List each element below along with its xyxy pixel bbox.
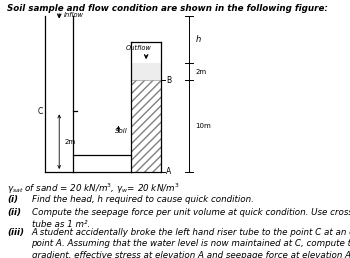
Text: C: C [37,107,43,116]
Text: 2m: 2m [64,139,75,145]
Text: Soil sample and flow condition are shown in the following figure:: Soil sample and flow condition are shown… [7,4,328,13]
Text: Compute the seepage force per unit volume at quick condition. Use cross-section : Compute the seepage force per unit volum… [32,208,350,217]
Text: (iii): (iii) [7,228,24,237]
Text: Inflow: Inflow [64,12,84,18]
Text: 2m: 2m [195,69,206,75]
Text: Find the head, h required to cause quick condition.: Find the head, h required to cause quick… [32,195,253,204]
Text: Outflow: Outflow [126,45,152,51]
Text: (i): (i) [7,195,18,204]
Text: Soil: Soil [114,128,127,134]
Bar [131,80,161,172]
Text: $\gamma_{sat}$ of sand = 20 kN/m$^3$, $\gamma_w$= 20 kN/m$^3$: $\gamma_{sat}$ of sand = 20 kN/m$^3$, $\… [7,182,180,196]
Text: gradient, effective stress at elevation A and seepage force at elevation A.: gradient, effective stress at elevation … [32,251,350,258]
Text: A student accidentally broke the left hand riser tube to the point C at an eleva: A student accidentally broke the left ha… [32,228,350,237]
Text: A: A [166,167,172,176]
Text: h: h [195,35,201,44]
Text: point A. Assuming that the water level is now maintained at C, compute the new h: point A. Assuming that the water level i… [32,239,350,248]
Text: (ii): (ii) [7,208,21,217]
Text: B: B [166,76,172,85]
Text: 10m: 10m [195,123,211,129]
Text: tube as 1 m².: tube as 1 m². [32,220,90,229]
Bar [131,63,161,80]
